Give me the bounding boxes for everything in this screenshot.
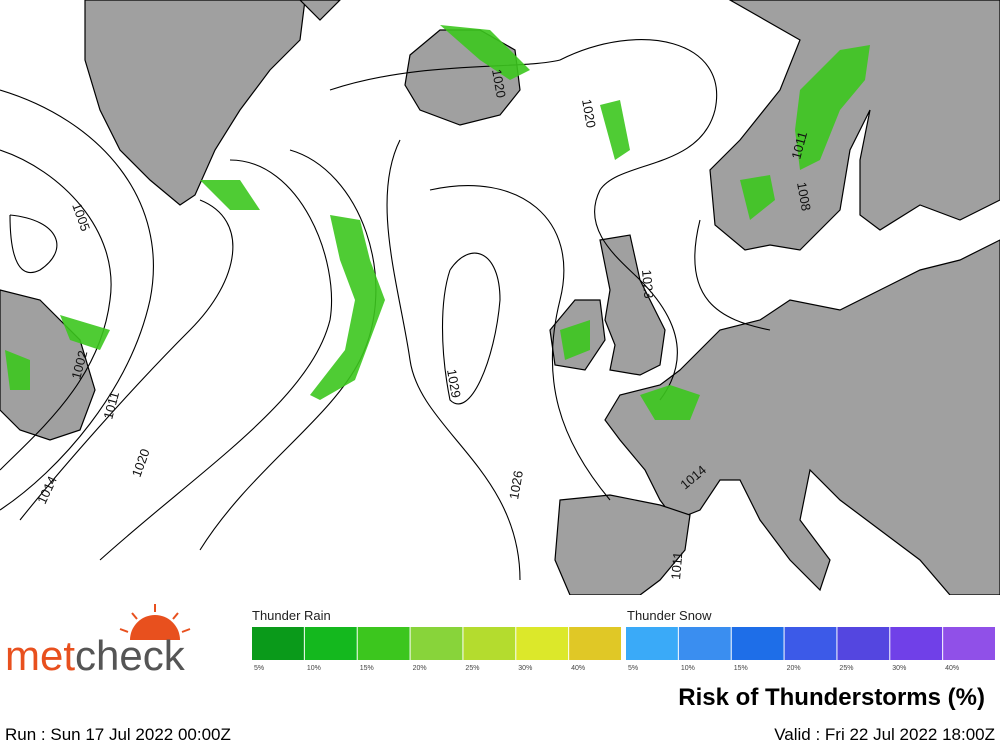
valid-time: Valid : Fri 22 Jul 2022 18:00Z [774,725,995,744]
legend-label: 40% [571,665,585,672]
product-title: Risk of Thunderstorms (%) [678,684,985,711]
legend-label: 15% [734,665,748,672]
legend-label: 10% [307,665,321,672]
logo-text: metcheck [5,632,186,679]
legend-swatch [516,627,569,660]
isobar-label: 1011 [788,130,810,161]
isobar-label: 1020 [489,68,509,99]
legend-swatch [731,627,784,660]
legend-label: 30% [518,665,532,672]
legend-swatch [943,627,995,660]
isobar-label: 1020 [579,98,599,129]
legend-swatch [837,627,890,660]
legend-swatch [678,627,731,660]
legend-label: 5% [254,665,264,672]
legend-rain: 5% 10% 15% 20% 25% 30% 40% [252,627,621,672]
isobar-label: 1008 [794,181,814,212]
thunder-areas [5,25,870,420]
legend-swatch [357,627,410,660]
legend-title: Thunder Snow [627,608,712,623]
legend-label: 10% [681,665,695,672]
legend-label: 30% [892,665,906,672]
logo-part: check [75,632,186,679]
isobar-label: 1011 [100,390,122,421]
legend-label: 5% [628,665,638,672]
legend-swatch [252,627,304,660]
legend-snow: 5% 10% 15% 20% 25% 30% 40% [626,627,995,672]
isobar-label: 1026 [506,469,526,500]
legend-label: 25% [839,665,853,672]
run-time: Run : Sun 17 Jul 2022 00:00Z [5,725,231,744]
isobar-label: 1011 [668,551,685,580]
legend-swatch [569,627,621,660]
logo-part: met [5,632,75,679]
legend-title: Thunder Rain [252,608,331,623]
legend-swatch [304,627,357,660]
legend-label: 20% [413,665,427,672]
land [0,0,1000,596]
legend-label: 40% [945,665,959,672]
legend-swatch [626,627,678,660]
isobar-label: 1002 [68,349,90,381]
legend-label: 25% [465,665,479,672]
legend-swatch [410,627,463,660]
legend-label: 15% [360,665,374,672]
isobar-label: 1023 [639,269,656,299]
legend-swatch [463,627,516,660]
legend-label: 20% [787,665,801,672]
legend-swatch [890,627,943,660]
isobar-label: 1029 [444,368,464,399]
logo: metcheck [5,604,191,679]
legend-swatch [784,627,837,660]
